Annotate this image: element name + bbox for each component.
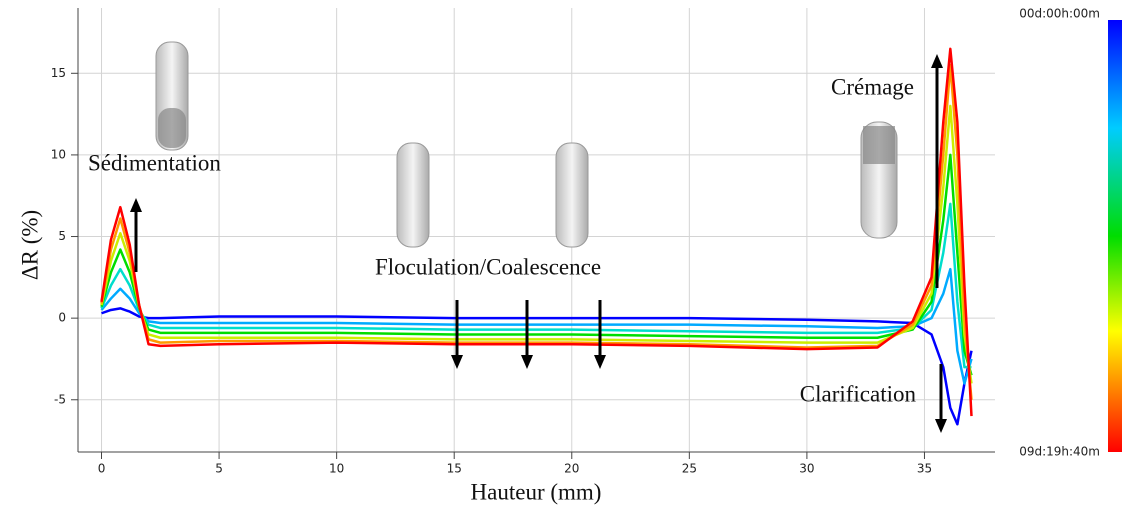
x-tick-label: 15	[447, 462, 462, 476]
y-tick-label: -5	[54, 392, 66, 406]
y-tick-label: 5	[58, 229, 66, 243]
y-tick-label: 15	[51, 66, 66, 80]
x-axis-label: Hauteur (mm)	[471, 479, 602, 504]
annotation: Sédimentation	[88, 150, 221, 175]
line-series	[100, 47, 973, 417]
annotation: Crémage	[831, 74, 914, 99]
x-tick-label: 35	[917, 462, 932, 476]
x-tick-label: 30	[799, 462, 814, 476]
x-tick-label: 10	[329, 462, 344, 476]
colorbar-label: 00d:00h:00m	[1019, 7, 1100, 21]
x-tick-label: 0	[98, 462, 106, 476]
y-axis-label: ΔR (%)	[17, 210, 42, 280]
tube-icons	[155, 41, 898, 248]
line-series	[101, 307, 973, 426]
line-series	[100, 267, 973, 385]
line-series	[100, 153, 973, 376]
line-series	[100, 202, 972, 369]
annotation: Clarification	[800, 381, 917, 406]
y-tick-label: 10	[51, 147, 66, 161]
x-tick-label: 25	[682, 462, 697, 476]
x-tick-label: 20	[564, 462, 579, 476]
x-tick-label: 5	[215, 462, 223, 476]
arrows	[130, 54, 947, 433]
colorbar-label: 09d:19h:40m	[1019, 445, 1100, 459]
colorbar	[1108, 20, 1122, 452]
annotation: Floculation/Coalescence	[375, 254, 601, 279]
y-tick-label: 0	[58, 311, 66, 325]
plot-area	[100, 47, 973, 426]
